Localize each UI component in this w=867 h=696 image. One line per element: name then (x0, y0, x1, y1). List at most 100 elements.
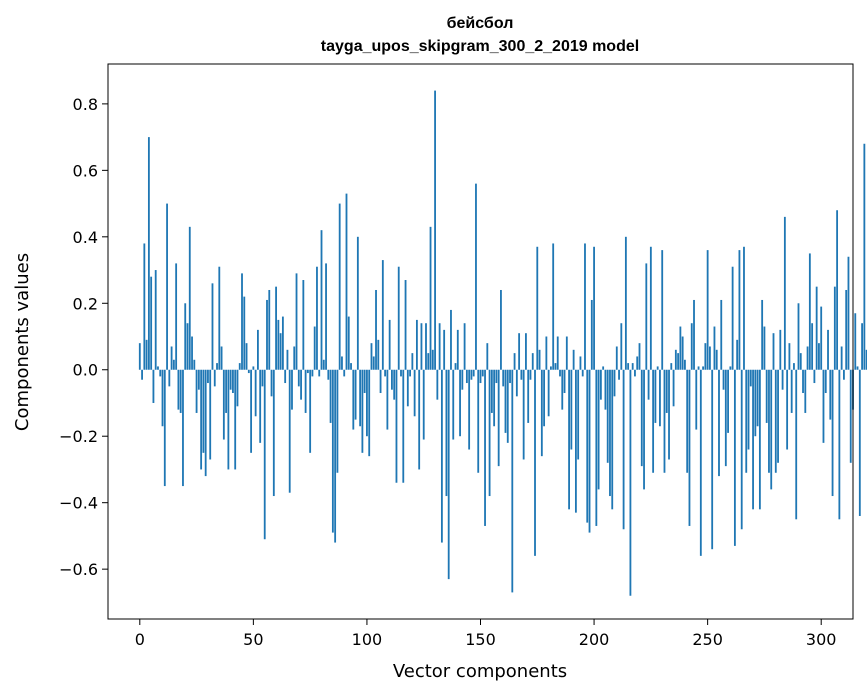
bar-104 (375, 289, 377, 370)
bar-237 (677, 353, 680, 370)
bar-216 (629, 369, 632, 596)
bar-262 (733, 369, 736, 546)
y-tick-label: −0.4 (59, 494, 98, 513)
bar-119 (409, 369, 411, 377)
bar-45 (241, 273, 243, 370)
bar-49 (250, 369, 253, 453)
bar-102 (370, 343, 373, 370)
bar-64 (284, 369, 287, 384)
bar-266 (743, 246, 745, 370)
bar-83 (327, 369, 330, 380)
bar-66 (288, 369, 291, 493)
bar-260 (729, 366, 732, 370)
bar-39 (227, 369, 230, 470)
bar-181 (550, 366, 552, 370)
chart-title-line1: бейсбол (447, 15, 514, 32)
bar-109 (386, 369, 389, 430)
bar-122 (415, 319, 418, 370)
bar-70 (297, 369, 300, 387)
bar-95 (354, 369, 357, 420)
bar-101 (368, 369, 371, 457)
bar-0 (138, 343, 141, 370)
bar-123 (418, 369, 421, 470)
bar-50 (252, 366, 255, 370)
bar-24 (193, 359, 196, 370)
bar-268 (747, 369, 750, 450)
bar-236 (674, 349, 677, 370)
y-axis-label: Components values (12, 253, 33, 431)
bar-20 (184, 303, 187, 370)
bar-67 (291, 369, 293, 410)
bar-35 (218, 266, 221, 370)
bar-222 (643, 369, 645, 490)
bar-140 (456, 329, 459, 370)
bar-187 (563, 369, 566, 394)
bar-192 (574, 369, 577, 513)
x-tick-label: 200 (579, 630, 610, 649)
bar-300 (820, 306, 823, 370)
bar-7 (154, 270, 157, 370)
bar-273 (758, 369, 761, 510)
bar-55 (263, 369, 266, 540)
bars-group (138, 90, 867, 596)
bar-287 (790, 369, 793, 413)
bar-318 (861, 323, 863, 370)
bar-85 (331, 369, 334, 533)
x-tick-label: 150 (465, 630, 496, 649)
bar-134 (443, 329, 446, 370)
bar-98 (361, 369, 364, 453)
bar-11 (163, 369, 166, 487)
bar-258 (724, 369, 727, 467)
bar-36 (220, 346, 223, 370)
bar-275 (763, 326, 766, 370)
bar-163 (509, 369, 511, 384)
bar-249 (704, 343, 707, 370)
bar-297 (813, 369, 816, 384)
bar-132 (438, 323, 441, 370)
bar-281 (777, 369, 779, 463)
bar-40 (229, 369, 232, 390)
bar-133 (440, 369, 443, 543)
bar-3 (145, 339, 148, 370)
bar-25 (195, 369, 198, 413)
bar-303 (827, 329, 829, 370)
bar-69 (295, 273, 298, 370)
bar-254 (715, 349, 718, 370)
bar-186 (561, 369, 564, 410)
bar-71 (300, 369, 302, 400)
bar-242 (688, 369, 691, 526)
bar-176 (538, 349, 541, 370)
bar-42 (234, 369, 237, 470)
bar-103 (372, 356, 375, 370)
bar-107 (381, 260, 384, 370)
bar-125 (422, 369, 425, 440)
bar-33 (213, 369, 216, 387)
bar-143 (463, 323, 466, 370)
bar-57 (268, 289, 271, 370)
bar-313 (849, 369, 852, 463)
bar-51 (254, 369, 257, 417)
bar-202 (597, 369, 600, 490)
bar-177 (540, 369, 543, 457)
x-tick-label: 300 (806, 630, 837, 649)
bar-151 (481, 369, 484, 377)
bar-97 (359, 369, 362, 427)
bar-141 (459, 369, 461, 437)
bar-29 (204, 369, 207, 477)
bar-290 (797, 303, 800, 370)
bar-196 (584, 243, 586, 370)
bar-92 (347, 316, 350, 370)
bar-301 (822, 369, 825, 443)
bar-304 (829, 369, 832, 420)
x-axis-label: Vector components (393, 661, 567, 682)
bar-53 (259, 369, 262, 443)
bar-138 (452, 369, 455, 440)
x-tick-label: 100 (352, 630, 383, 649)
bar-228 (656, 366, 659, 370)
bar-274 (761, 299, 764, 370)
bar-167 (518, 333, 521, 370)
bar-247 (699, 369, 702, 556)
bar-124 (420, 323, 423, 370)
bar-319 (863, 143, 866, 370)
bar-6 (152, 369, 155, 403)
